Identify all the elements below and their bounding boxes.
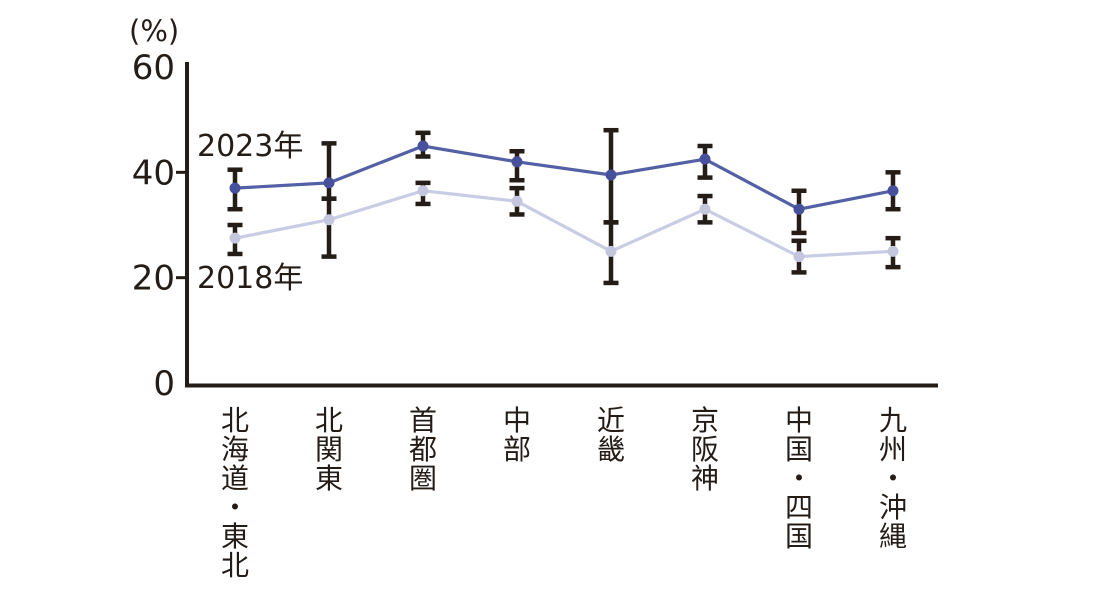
y-tick-label: 0 [153,364,175,404]
error-bar-s0-1 [321,141,337,201]
x-category-label: 北海道・東北 [221,404,249,582]
x-category-label: 中国・四国 [785,404,813,553]
y-tick-label: 40 [132,153,175,193]
data-point-s1-7 [887,245,899,257]
series-label-2018: 2018年 [197,261,303,296]
data-point-s1-4 [605,245,617,257]
x-category-label: 中部 [503,404,531,466]
data-point-s0-2 [417,140,429,152]
data-point-s1-2 [417,185,429,197]
y-tick-label: 20 [132,259,175,299]
data-point-s1-6 [793,251,805,263]
data-point-s0-1 [323,177,335,189]
data-point-s1-3 [511,195,523,207]
data-point-s0-7 [887,185,899,197]
data-point-s1-5 [699,203,711,215]
x-category-label: 北関東 [315,404,343,495]
x-category-label: 九州・沖縄 [879,404,907,553]
axes [176,62,938,388]
data-point-s1-1 [323,214,335,226]
error-bar-s1-1 [321,196,337,259]
data-point-s1-0 [229,232,241,244]
data-points [229,140,899,263]
data-point-s0-3 [511,156,523,168]
x-category-labels: 北海道・東北 北関東 首都圏 中部 近畿 京阪神 中国・四国 九州・沖縄 [221,404,907,582]
x-category-label: 近畿 [597,404,625,466]
series-line-0 [234,144,894,211]
series-line-1 [234,189,894,259]
series-lines [234,144,894,259]
data-point-s0-0 [229,182,241,194]
x-category-label: 京阪神 [691,404,719,495]
data-point-s0-6 [793,203,805,215]
x-category-label: 首都圏 [409,404,437,495]
y-tick-label: 60 [132,48,175,88]
y-tick-labels: 0 20 40 60 [132,48,175,404]
data-point-s0-5 [699,153,711,165]
y-axis-unit-label: (%) [129,14,179,48]
series-label-2023: 2023年 [197,129,303,164]
data-point-s0-4 [605,169,617,181]
